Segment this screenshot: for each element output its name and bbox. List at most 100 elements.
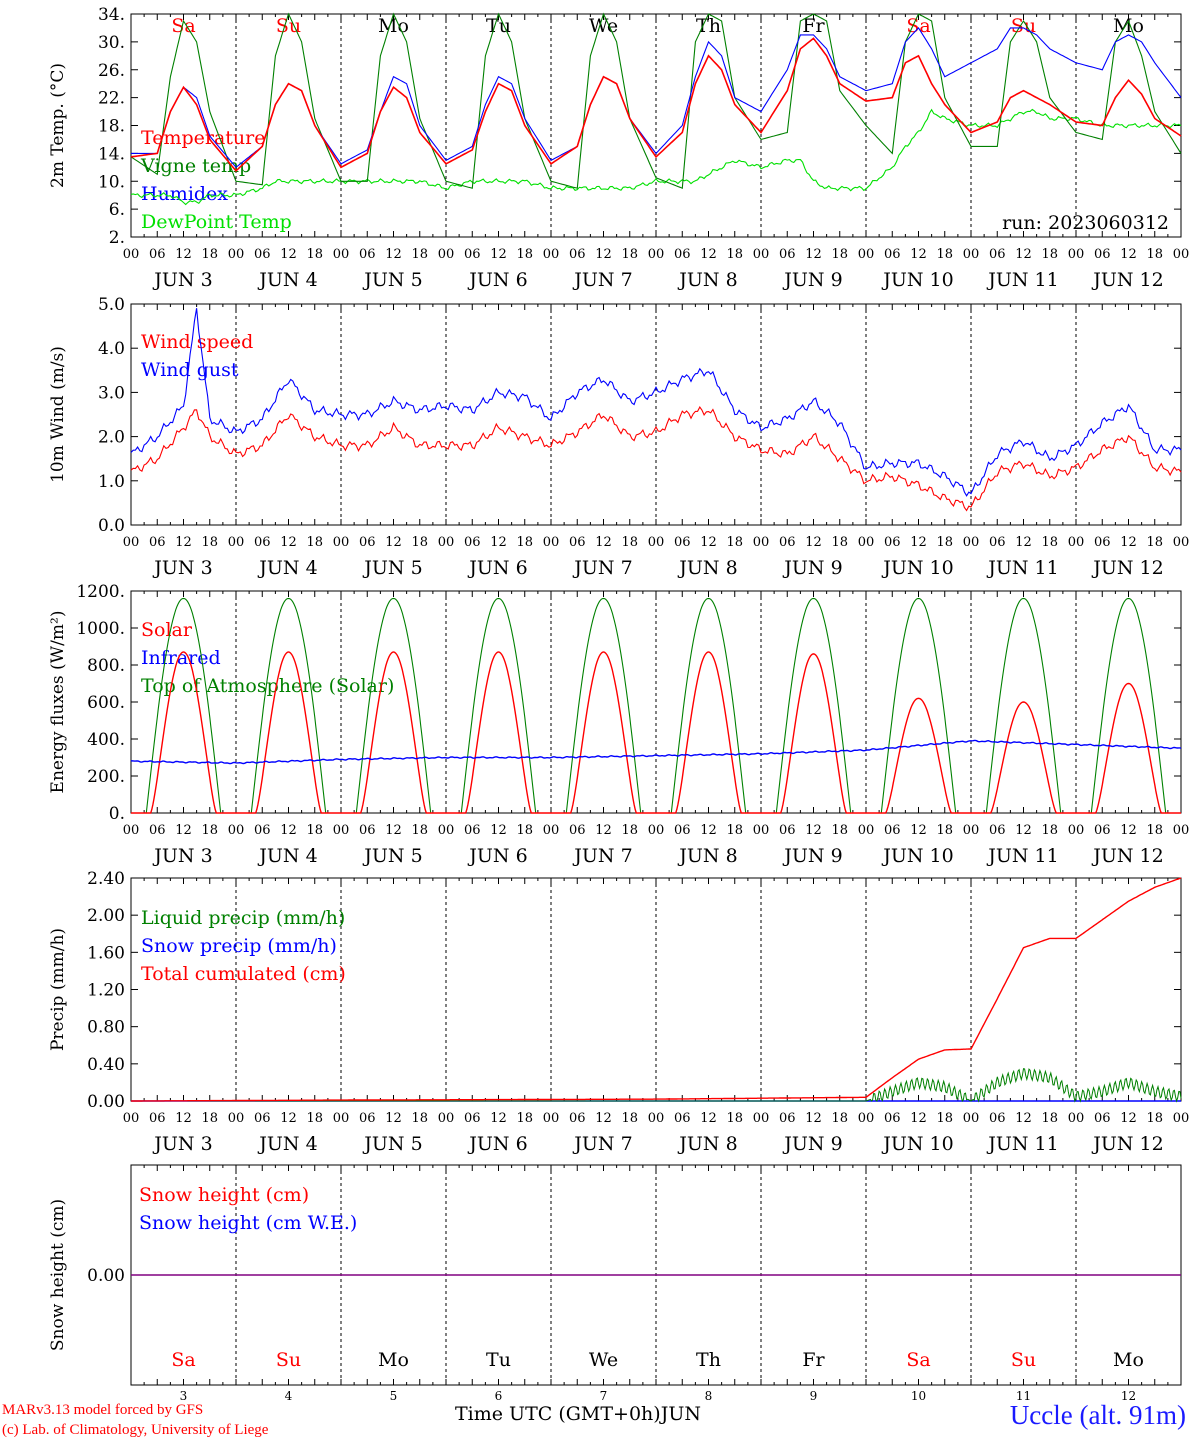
hour-tick-label: 06 [779,823,796,838]
hour-tick-label: 00 [333,823,350,838]
hour-tick-label: 12 [910,247,927,262]
hour-tick-label: 18 [726,1111,743,1126]
hour-tick-label: 12 [490,1111,507,1126]
hour-tick-label: 00 [333,247,350,262]
day-label: JUN 9 [782,1133,842,1155]
day-number-label: 9 [810,1389,818,1403]
hour-tick-label: 12 [490,823,507,838]
hour-tick-label: 06 [569,535,586,550]
y-axis-label: Precip (mm/h) [48,928,68,1051]
hour-tick-label: 00 [123,823,140,838]
hour-tick-label: 06 [254,823,271,838]
y-tick-label: 200. [87,767,125,787]
hour-tick-label: 12 [175,535,192,550]
hour-tick-label: 18 [411,823,428,838]
hour-tick-label: 06 [464,823,481,838]
day-label: JUN 3 [152,269,212,291]
y-tick-label: 26. [98,61,125,81]
y-tick-label: 4.0 [98,339,125,359]
hour-tick-label: 18 [726,823,743,838]
weekday-label: Fr [802,1349,825,1371]
hour-tick-label: 12 [490,247,507,262]
hour-tick-label: 18 [201,535,218,550]
hour-tick-label: 06 [989,535,1006,550]
y-tick-label: 1000. [76,619,125,639]
hour-tick-label: 00 [1068,823,1085,838]
y-tick-label: 5.0 [98,295,125,315]
infrared-line [130,739,1182,765]
hour-tick-label: 18 [306,247,323,262]
legend-entry: Snow height (cm) [139,1184,309,1206]
hour-tick-label: 18 [831,535,848,550]
hour-tick-label: 06 [1094,535,1111,550]
hour-tick-label: 18 [411,247,428,262]
y-tick-label: 34. [98,5,125,25]
day-label: JUN 5 [362,1133,422,1155]
hour-tick-label: 18 [621,1111,638,1126]
hour-tick-label: 12 [280,823,297,838]
y-tick-label: 0.00 [87,1092,125,1112]
wind-speed-line [130,406,1182,512]
hour-tick-label: 12 [1015,1111,1032,1126]
hour-tick-label: 12 [700,1111,717,1126]
weekday-label: Mo [378,15,409,37]
hour-tick-label: 18 [1041,1111,1058,1126]
weekday-label: Tu [486,15,511,37]
weekday-label: Sa [171,1349,195,1371]
hour-tick-label: 00 [1068,1111,1085,1126]
y-tick-label: 1.0 [98,472,125,492]
hour-tick-label: 18 [621,247,638,262]
hour-tick-label: 12 [1120,823,1137,838]
hour-tick-label: 18 [201,247,218,262]
hour-tick-label: 06 [359,1111,376,1126]
hour-tick-label: 18 [726,535,743,550]
y-tick-label: 30. [98,33,125,53]
weekday-label: Sa [906,1349,930,1371]
hour-tick-label: 00 [858,535,875,550]
weekday-label: Th [696,1349,721,1371]
hour-tick-label: 12 [385,535,402,550]
day-number-label: 8 [705,1389,713,1403]
hour-tick-label: 12 [700,247,717,262]
hour-tick-label: 00 [1173,823,1190,838]
hour-tick-label: 06 [779,535,796,550]
weekday-label: Sa [906,15,930,37]
y-axis-label: Snow height (cm) [48,1199,68,1351]
hour-tick-label: 18 [621,535,638,550]
hour-tick-label: 18 [1146,247,1163,262]
hour-tick-label: 18 [1041,535,1058,550]
day-number-label: 4 [285,1389,293,1403]
y-tick-label: 10. [98,172,125,192]
hour-tick-label: 00 [228,535,245,550]
day-label: JUN 5 [362,269,422,291]
y-axis-label: 2m Temp. (°C) [48,63,68,188]
legend-entry: Total cumulated (cm) [141,963,346,985]
day-label: JUN 5 [362,845,422,867]
hour-tick-label: 06 [149,823,166,838]
hour-tick-label: 18 [411,535,428,550]
day-number-label: 7 [600,1389,608,1403]
hour-tick-label: 18 [936,535,953,550]
hour-tick-label: 18 [831,823,848,838]
hour-tick-label: 12 [1120,535,1137,550]
hour-tick-label: 06 [989,1111,1006,1126]
hour-tick-label: 00 [543,1111,560,1126]
day-label: JUN 10 [881,1133,953,1155]
hour-tick-label: 18 [1041,823,1058,838]
hour-tick-label: 00 [963,247,980,262]
day-label: JUN 4 [257,269,317,291]
hour-tick-label: 06 [464,535,481,550]
day-label: JUN 11 [986,557,1058,579]
hour-tick-label: 18 [516,1111,533,1126]
y-tick-label: 18. [98,117,125,137]
legend-entry: Snow precip (mm/h) [141,935,337,957]
hour-tick-label: 06 [1094,1111,1111,1126]
hour-tick-label: 12 [805,535,822,550]
hour-tick-label: 18 [831,247,848,262]
hour-tick-label: 18 [936,247,953,262]
hour-tick-label: 06 [149,1111,166,1126]
y-tick-label: 14. [98,144,125,164]
hour-tick-label: 12 [1015,247,1032,262]
day-label: JUN 6 [467,557,527,579]
hour-tick-label: 06 [254,1111,271,1126]
